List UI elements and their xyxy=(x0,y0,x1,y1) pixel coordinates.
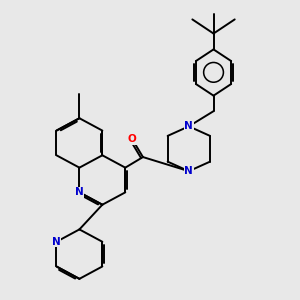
Text: N: N xyxy=(52,237,61,247)
Text: N: N xyxy=(184,122,193,131)
Text: N: N xyxy=(75,188,84,197)
Text: O: O xyxy=(128,134,137,144)
Text: N: N xyxy=(184,166,193,176)
